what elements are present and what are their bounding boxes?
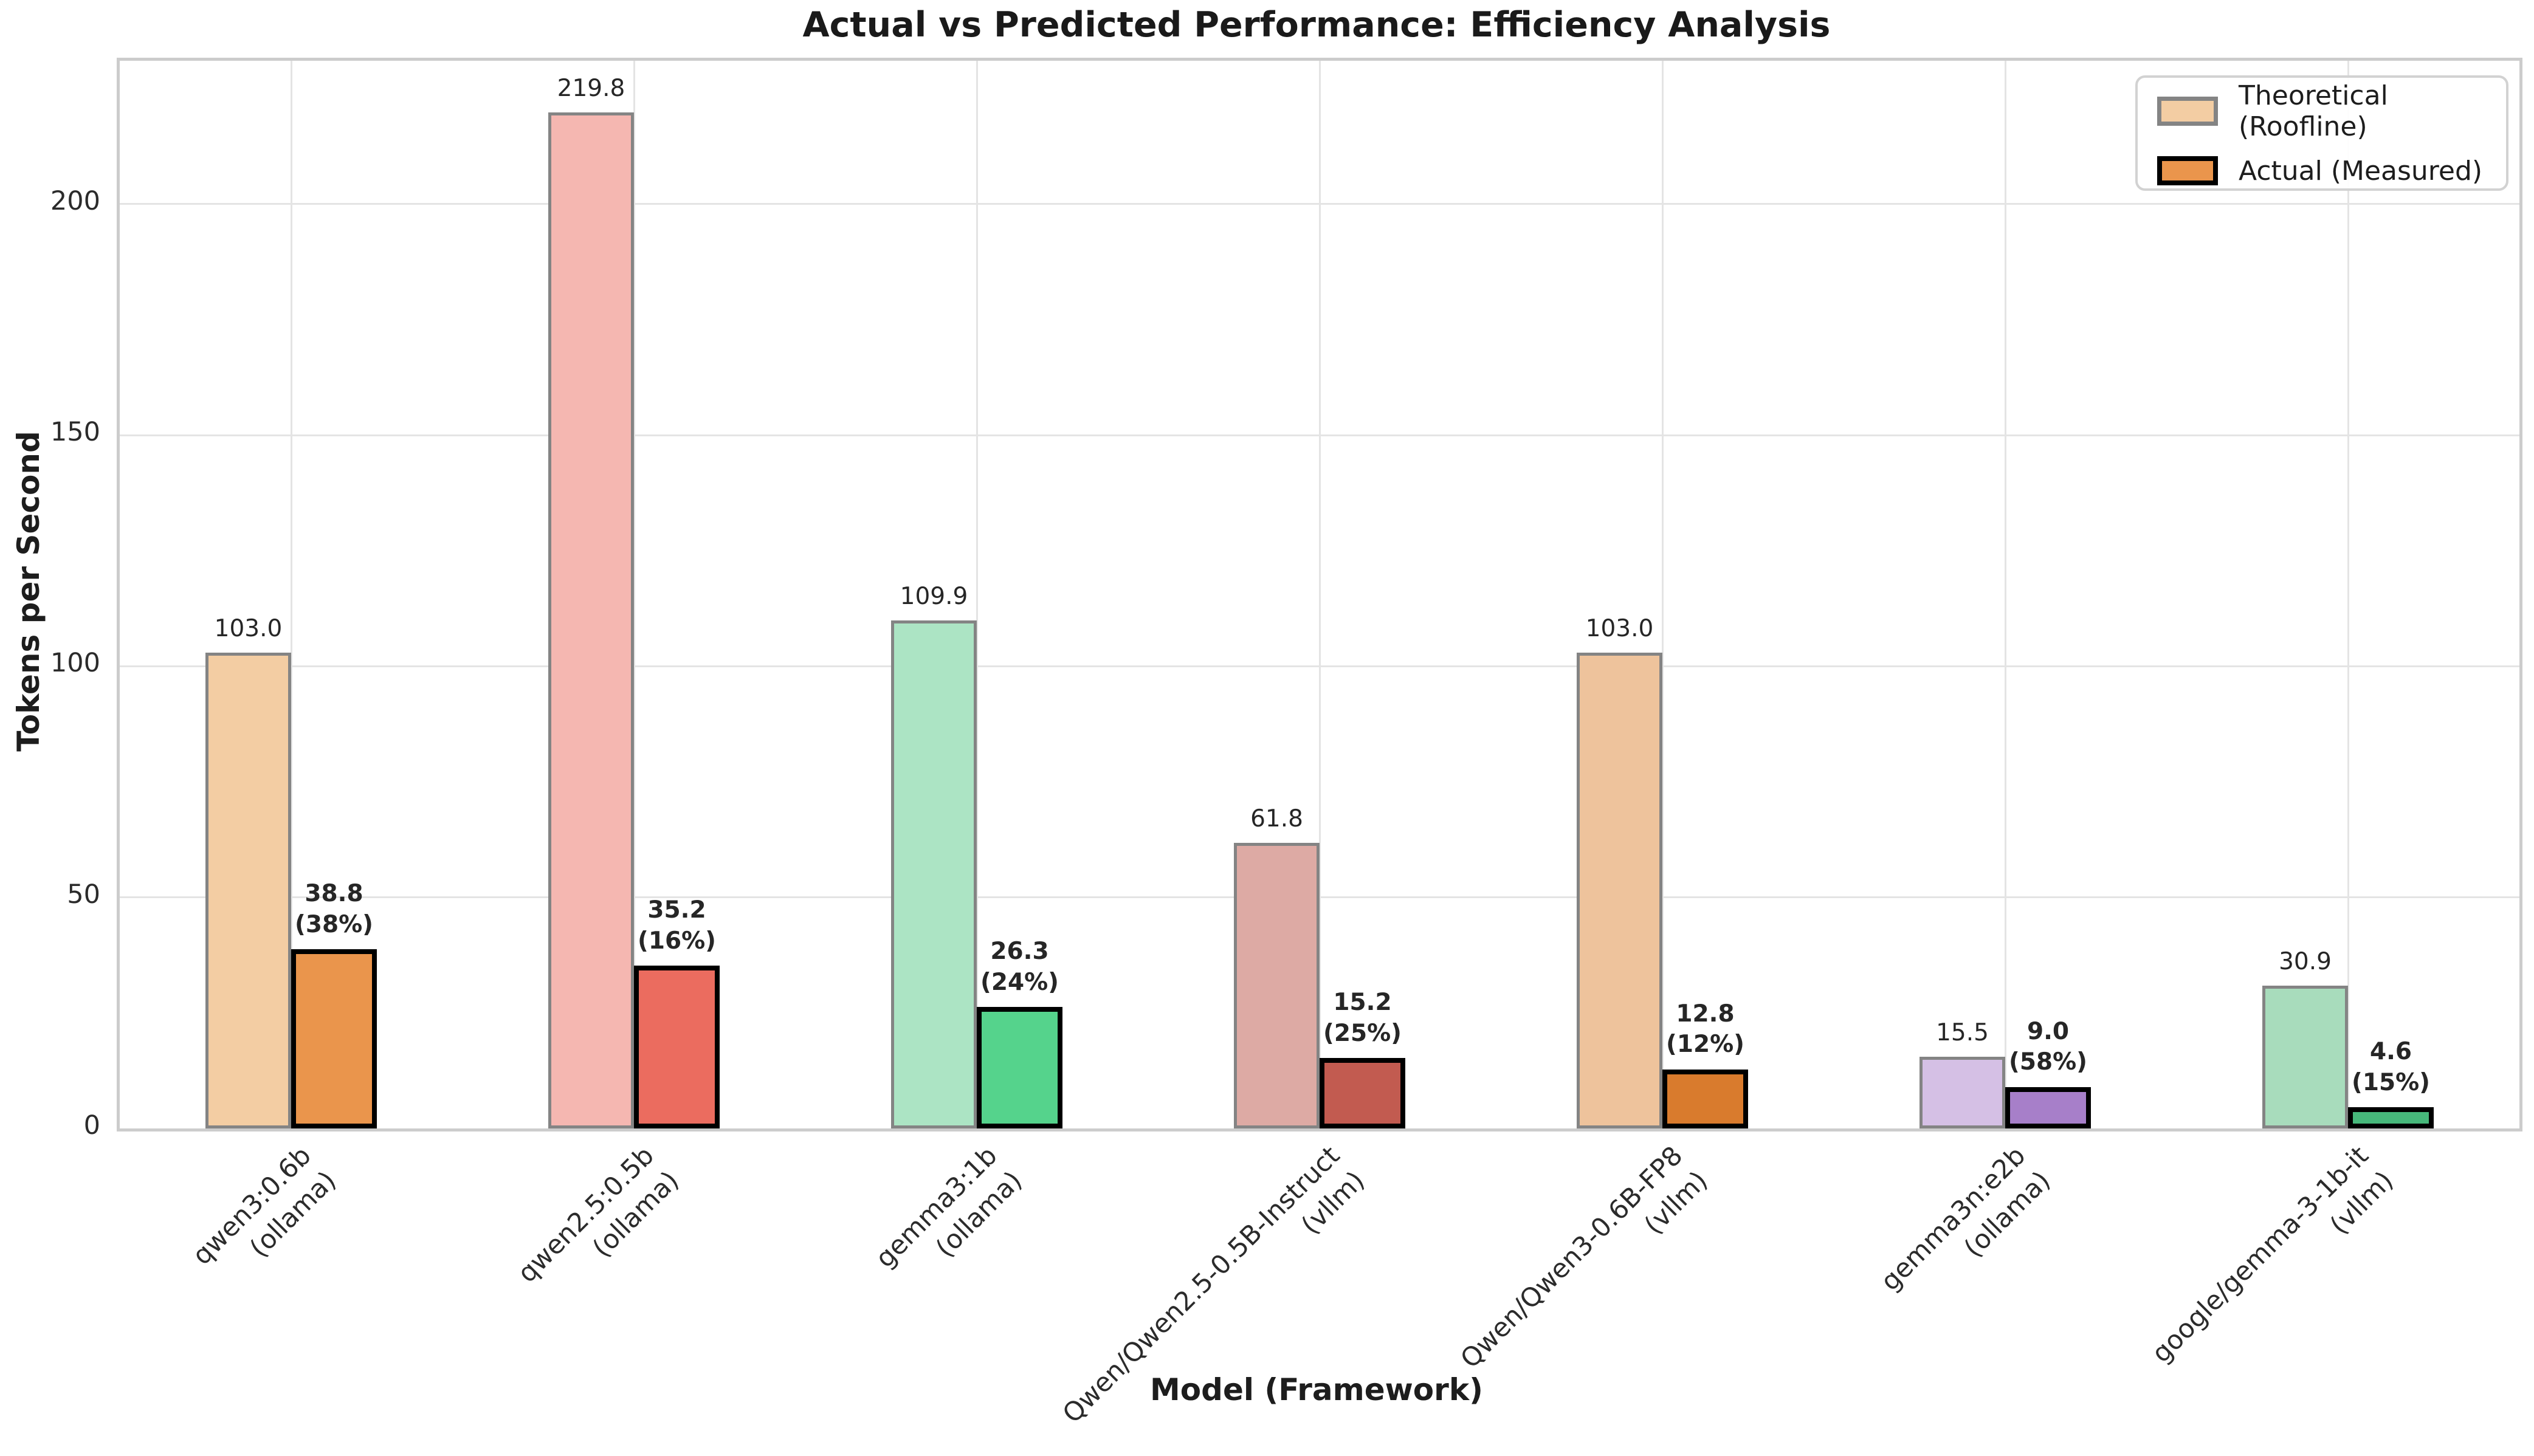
y-tick-label: 0 bbox=[83, 1110, 100, 1141]
y-tick-label: 50 bbox=[67, 879, 100, 910]
x-gridline bbox=[1661, 61, 1664, 1128]
x-tick-label: Qwen/Qwen2.5-0.5B-Instruct (vllm) bbox=[1057, 1140, 1371, 1429]
value-label-theoretical-2: 109.9 bbox=[900, 583, 968, 611]
x-tick-label: Qwen/Qwen3-0.6B-FP8 (vllm) bbox=[1455, 1140, 1714, 1375]
legend-label: Actual (Measured) bbox=[2239, 155, 2483, 187]
bar-actual-1 bbox=[634, 966, 720, 1128]
x-gridline bbox=[2347, 61, 2349, 1128]
bar-actual-2 bbox=[977, 1006, 1062, 1128]
bar-actual-0 bbox=[291, 949, 377, 1128]
bar-theoretical-3 bbox=[1234, 842, 1320, 1128]
bar-theoretical-0 bbox=[205, 652, 291, 1128]
y-tick-label: 200 bbox=[50, 185, 100, 216]
value-label-actual-0: 38.8 (38%) bbox=[295, 879, 373, 938]
x-tick-label: google/gemma-3-1b-it (vllm) bbox=[2146, 1140, 2400, 1369]
x-gridline bbox=[976, 61, 978, 1128]
value-label-actual-3: 15.2 (25%) bbox=[1323, 989, 1402, 1048]
value-label-theoretical-1: 219.8 bbox=[557, 75, 625, 103]
x-tick-label: gemma3n:e2b (ollama) bbox=[1875, 1140, 2057, 1297]
chart-title: Actual vs Predicted Performance: Efficie… bbox=[802, 5, 1831, 45]
bar-theoretical-5 bbox=[1919, 1057, 2005, 1128]
bar-theoretical-6 bbox=[2262, 985, 2348, 1128]
bar-actual-5 bbox=[2005, 1087, 2091, 1128]
x-axis-title: Model (Framework) bbox=[1150, 1372, 1483, 1407]
bar-theoretical-4 bbox=[1577, 652, 1662, 1128]
value-label-actual-4: 12.8 (12%) bbox=[1666, 1000, 1744, 1059]
value-label-actual-2: 26.3 (24%) bbox=[980, 937, 1059, 996]
legend-label: Theoretical (Roofline) bbox=[2239, 80, 2388, 142]
x-gridline bbox=[1318, 61, 1321, 1128]
bar-actual-3 bbox=[1320, 1058, 1405, 1128]
legend-row-1: Actual (Measured) bbox=[2157, 156, 2506, 187]
value-label-theoretical-0: 103.0 bbox=[214, 614, 283, 642]
bar-theoretical-1 bbox=[548, 112, 634, 1128]
x-gridline bbox=[2004, 61, 2006, 1128]
plot-area: 103.0 38.8 (38%) 219.8 35.2 (16%) 109.9 26.3 … bbox=[117, 58, 2522, 1131]
x-gridline bbox=[633, 61, 635, 1128]
bar-actual-6 bbox=[2348, 1107, 2434, 1128]
x-gridline bbox=[290, 61, 292, 1128]
value-label-actual-1: 35.2 (16%) bbox=[638, 896, 716, 955]
value-label-theoretical-6: 30.9 bbox=[2279, 947, 2332, 975]
y-tick-label: 100 bbox=[50, 648, 100, 679]
value-label-actual-6: 4.6 (15%) bbox=[2352, 1038, 2430, 1096]
x-tick-label: gemma3:1b (ollama) bbox=[869, 1140, 1028, 1274]
legend-row-0: Theoretical (Roofline) bbox=[2157, 80, 2506, 142]
y-tick-label: 150 bbox=[50, 417, 100, 448]
x-tick-label: qwen2.5:0.5b (ollama) bbox=[512, 1140, 686, 1289]
bar-theoretical-2 bbox=[891, 620, 977, 1128]
value-label-theoretical-4: 103.0 bbox=[1585, 614, 1654, 642]
value-label-actual-5: 9.0 (58%) bbox=[2009, 1017, 2087, 1076]
y-axis-title: Tokens per Second bbox=[11, 431, 46, 752]
value-label-theoretical-3: 61.8 bbox=[1250, 805, 1303, 833]
legend: Theoretical (Roofline) Actual (Measured) bbox=[2135, 75, 2508, 191]
x-tick-label: qwen3:0.6b (ollama) bbox=[187, 1140, 343, 1271]
legend-swatch-icon bbox=[2157, 156, 2218, 185]
value-label-theoretical-5: 15.5 bbox=[1936, 1019, 1989, 1047]
bar-actual-4 bbox=[1662, 1069, 1748, 1128]
legend-swatch-icon bbox=[2157, 96, 2218, 126]
